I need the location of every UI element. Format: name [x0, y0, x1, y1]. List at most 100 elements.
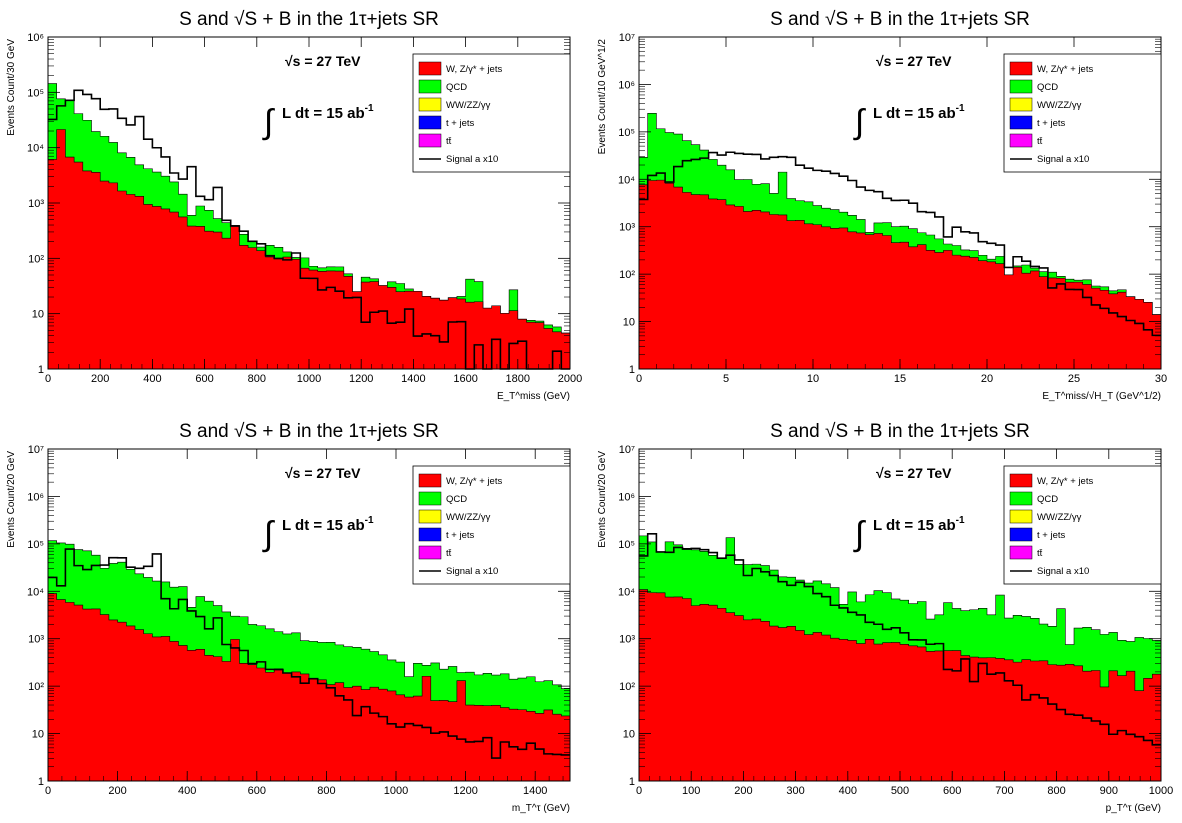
legend-t-jets-label: t + jets: [1037, 530, 1065, 541]
chart-panel-pt-tau: 0 100 200 300 400 500 600 700 800 900 1000 1 10 10² 10…: [591, 412, 1173, 817]
x-tick-label: 300: [786, 785, 804, 797]
y-tick-label: 1: [629, 364, 635, 376]
legend-qcd-swatch: [418, 491, 442, 506]
signal-histogram: [639, 532, 1161, 746]
x-axis-label: p_T^τ (GeV): [1106, 803, 1161, 814]
chart-title: S and √S + B in the 1τ+jets SR: [179, 421, 439, 442]
y-tick-label: 10⁶: [618, 491, 635, 503]
legend-wz-jets-label: W, Z/γ* + jets: [446, 476, 502, 487]
x-tick-label: 1400: [401, 373, 425, 385]
chart-panel-met: 0 200 400 600 800 1000 1200 1400 1600 1800 2000 1 10…: [0, 0, 582, 405]
y-tick-label: 10⁷: [619, 444, 635, 456]
y-tick-label: 10⁷: [28, 444, 44, 456]
x-tick-label: 0: [45, 785, 51, 797]
legend-ttbar-label: tt̄: [1037, 548, 1043, 559]
x-tick-label: 30: [1155, 373, 1167, 385]
legend-t-jets-label: t + jets: [446, 530, 474, 541]
chart-met-svg: 0 200 400 600 800 1000 1200 1400 1600 1800 2000 1 10…: [6, 9, 582, 402]
y-tick-label: 10⁴: [27, 143, 44, 155]
x-tick-label: 100: [682, 785, 700, 797]
legend-ww-zz-swatch: [418, 509, 442, 524]
y-tick-label: 10⁴: [618, 174, 635, 186]
legend-qcd-label: QCD: [446, 82, 467, 93]
x-tick-label: 200: [734, 785, 752, 797]
x-tick-label: 0: [45, 373, 51, 385]
luminosity-label: L dt = 15 ab-1: [873, 103, 965, 122]
legend-ttbar-swatch: [418, 133, 442, 148]
energy-label: √s = 27 TeV: [876, 53, 952, 69]
x-tick-label: 600: [195, 373, 213, 385]
legend-signal-label: Signal a x10: [446, 566, 498, 577]
y-tick-label: 10: [623, 317, 635, 329]
x-axis-label: E_T^miss/√H_T (GeV^1/2): [1042, 390, 1161, 402]
energy-label: √s = 27 TeV: [285, 465, 361, 481]
y-tick-label: 10²: [619, 269, 635, 281]
x-tick-label: 400: [143, 373, 161, 385]
x-tick-label: 25: [1068, 373, 1080, 385]
signal-histogram: [48, 89, 570, 370]
y-tick-label: 10³: [619, 634, 635, 646]
luminosity-label: L dt = 15 ab-1: [873, 515, 965, 534]
chart-panel-mt-tau: 0 200 400 600 800 1000 1200 1400 1 10 10² 10³ 10⁴ 10⁵…: [0, 412, 580, 817]
legend-t-jets-swatch: [418, 527, 442, 542]
x-tick-label: 5: [723, 373, 729, 385]
legend-ww-zz-label: WW/ZZ/γγ: [1037, 100, 1082, 111]
y-tick-label: 1: [38, 364, 44, 376]
plot-frame: [47, 448, 571, 782]
y-axis-label: Events Count/10 GeV^1/2: [597, 39, 608, 155]
y-tick-label: 10²: [28, 253, 44, 265]
legend-wz-jets-swatch: [418, 473, 442, 488]
integral-sign: ∫: [853, 515, 866, 553]
x-tick-label: 1000: [1149, 785, 1173, 797]
y-tick-label: 10⁵: [27, 87, 44, 99]
legend-wz-jets-label: W, Z/γ* + jets: [446, 64, 502, 75]
legend-t-jets-label: t + jets: [446, 118, 474, 129]
x-tick-label: 700: [995, 785, 1013, 797]
y-tick-label: 10⁵: [27, 539, 44, 551]
y-tick-label: 10⁴: [27, 586, 44, 598]
y-tick-label: 10³: [619, 222, 635, 234]
y-tick-label: 10: [32, 309, 44, 321]
x-axis-label: m_T^τ (GeV): [512, 803, 570, 814]
luminosity-exponent: -1: [956, 103, 965, 114]
x-tick-label: 600: [248, 785, 266, 797]
legend-ww-zz-swatch: [1009, 509, 1033, 524]
integral-sign: ∫: [262, 515, 275, 553]
y-tick-label: 1: [629, 776, 635, 788]
legend-wz-jets-label: W, Z/γ* + jets: [1037, 476, 1093, 487]
chart-met-significance-svg: 0 5 10 15 20 25 30 1 10 10² 10³ 10⁴ 10⁵ 10⁶ 10⁷ S and √…: [597, 9, 1167, 402]
luminosity-label: L dt = 15 ab-1: [282, 515, 374, 534]
legend-ww-zz-swatch: [418, 97, 442, 112]
chart-title: S and √S + B in the 1τ+jets SR: [770, 421, 1030, 442]
legend-wz-jets-swatch: [418, 61, 442, 76]
y-axis-label: Events Count/20 GeV: [6, 451, 17, 548]
x-tick-label: 2000: [558, 373, 582, 385]
y-tick-label: 10²: [619, 681, 635, 693]
y-axis-label: Events Count/30 GeV: [6, 39, 17, 136]
integral-sign: ∫: [262, 103, 275, 141]
legend-qcd-swatch: [1009, 491, 1033, 506]
x-tick-label: 0: [636, 785, 642, 797]
x-tick-label: 800: [1047, 785, 1065, 797]
legend-t-jets-swatch: [1009, 527, 1033, 542]
legend-signal-label: Signal a x10: [1037, 154, 1089, 165]
x-tick-label: 400: [178, 785, 196, 797]
x-tick-label: 1800: [506, 373, 530, 385]
legend-wz-jets-swatch: [1009, 473, 1033, 488]
wz-jets-histogram: [638, 179, 1162, 370]
legend-ww-zz-label: WW/ZZ/γγ: [446, 100, 491, 111]
legend-qcd-label: QCD: [1037, 494, 1058, 505]
x-tick-label: 1000: [297, 373, 321, 385]
legend-qcd-label: QCD: [1037, 82, 1058, 93]
luminosity-exponent: -1: [956, 515, 965, 526]
legend-qcd-swatch: [418, 79, 442, 94]
x-tick-label: 10: [807, 373, 819, 385]
legend-ttbar-swatch: [1009, 545, 1033, 560]
x-tick-label: 800: [317, 785, 335, 797]
integral-sign: ∫: [853, 103, 866, 141]
y-tick-label: 10³: [28, 198, 44, 210]
luminosity-exponent: -1: [365, 515, 374, 526]
y-tick-label: 10³: [28, 634, 44, 646]
legend-wz-jets-swatch: [1009, 61, 1033, 76]
x-tick-label: 1200: [349, 373, 373, 385]
